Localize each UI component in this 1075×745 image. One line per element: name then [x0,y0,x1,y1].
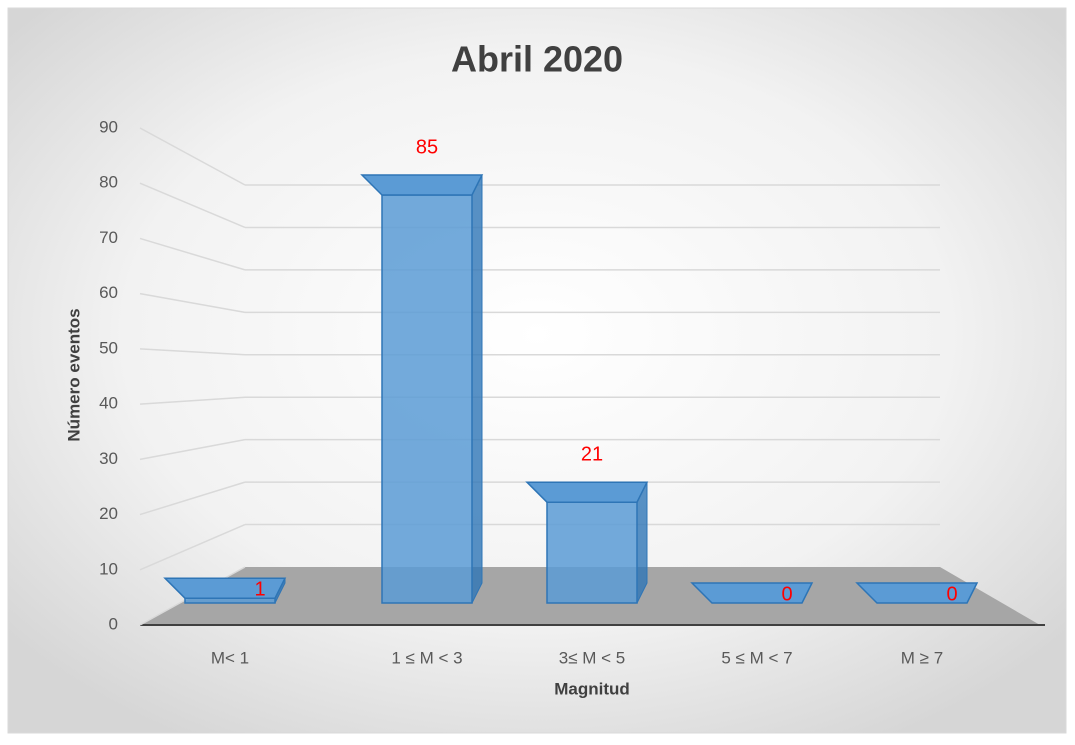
x-tick-label: 3≤ M < 5 [559,648,626,667]
x-axis-label: Magnitud [554,679,630,698]
grid-line [139,438,246,461]
y-tick-label: 50 [99,338,118,357]
y-tick-label: 80 [99,173,118,192]
y-tick-label: 20 [99,504,118,523]
bar-face [525,481,649,503]
bar-face [163,577,287,599]
grid-line [139,292,246,314]
bar-face [855,582,979,604]
bar-face [274,577,286,604]
y-tick-label: 90 [99,117,118,136]
y-tick-label: 70 [99,228,118,247]
y-tick-label: 30 [99,449,118,468]
y-axis-label: Número eventos [64,308,83,441]
x-tick-label: M ≥ 7 [901,648,943,667]
y-tick-label: 0 [109,614,118,633]
data-label: 21 [581,443,603,465]
grid-line [139,481,246,516]
grid-line [139,396,246,405]
data-label: 0 [781,583,792,605]
y-tick-label: 60 [99,283,118,302]
grid-line [139,523,246,571]
bar-face [546,501,638,604]
grid-line [139,348,246,356]
chart-title: Abril 2020 [451,39,623,80]
bar-face [381,194,473,604]
x-tick-label: 1 ≤ M < 3 [391,648,462,667]
bar [163,577,287,604]
grid-line [139,237,246,271]
bar [360,174,484,604]
x-tick-label: 5 ≤ M < 7 [721,648,792,667]
y-tick-label: 10 [99,559,118,578]
bar-face [690,582,814,604]
grid-line [139,182,246,229]
data-label: 0 [946,583,957,605]
bar-face [966,582,978,604]
data-label: 1 [254,578,265,600]
y-tick-label: 40 [99,394,118,413]
grid-line [139,127,246,186]
bar [855,582,979,604]
bar [690,582,814,604]
bar [525,481,649,604]
data-label: 85 [416,136,438,158]
bar-face [360,174,484,196]
bar-face [471,174,483,604]
bar-face [636,481,648,604]
x-tick-label: M< 1 [211,648,249,667]
bar-face [801,582,813,604]
